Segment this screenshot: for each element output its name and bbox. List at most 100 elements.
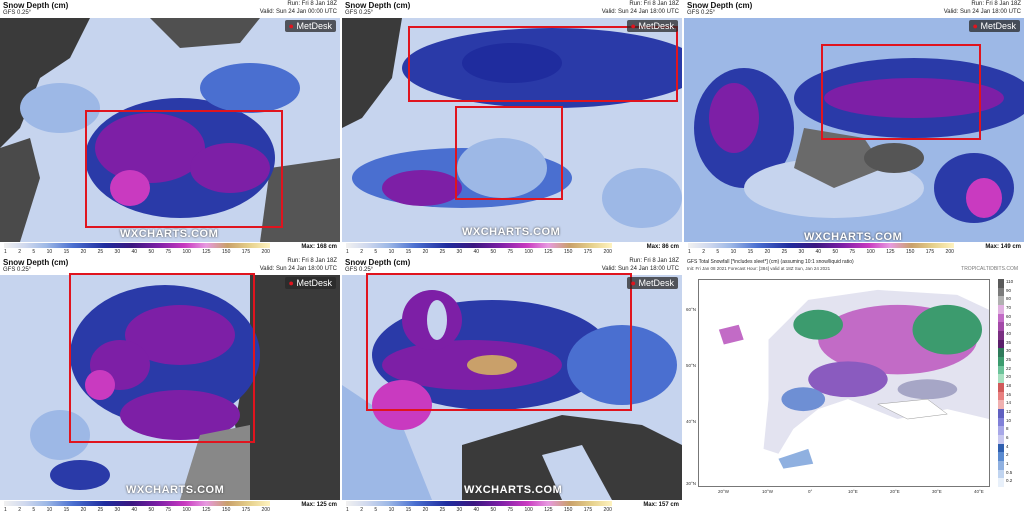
legend-label: 30 [1006, 348, 1012, 354]
colorbar-tick: 30 [114, 249, 121, 255]
colorbar: 1 2 5 10 15 20 25 30 40 50 75 100 125 150 175 200 Max: … [342, 242, 682, 256]
colorbar-tick: 20 [80, 249, 87, 255]
map-graphic [0, 18, 340, 242]
snowfall-map [698, 279, 990, 487]
legend-label: 50 [1006, 322, 1012, 328]
colorbar: 1 2 5 10 15 20 25 30 40 50 75 100 125 150 175 200 Max: … [0, 242, 340, 256]
max-value: Max: 157 cm [643, 502, 679, 508]
colorbar-tick: 30 [456, 507, 463, 513]
legend-label: 35 [1006, 339, 1012, 345]
lon-label: 10°W [762, 489, 774, 494]
colorbar-tick: 175 [241, 507, 251, 513]
panel-run: Run: Fri 8 Jan 18Z [287, 1, 337, 7]
colorbar-tick: 75 [165, 507, 172, 513]
legend-swatch [998, 443, 1004, 453]
colorbar-tick: 1 [346, 507, 349, 513]
legend-label: 20 [1006, 374, 1012, 380]
colorbar-tick: 125 [886, 249, 895, 255]
colorbar-tick: 175 [583, 507, 593, 513]
panel-header: Snow Depth (cm) GFS 0.25° Run: Fri 8 Jan… [0, 257, 340, 275]
colorbar-tick: 200 [603, 507, 612, 513]
colorbar-tick: 175 [925, 249, 935, 255]
wxcharts-watermark: WXCHARTS.COM [120, 228, 219, 240]
lon-label: 0° [808, 489, 813, 494]
legend-label: 8 [1006, 426, 1009, 432]
colorbar-tick: 150 [564, 507, 573, 513]
legend-swatch [998, 357, 1004, 367]
colorbar-tick: 25 [97, 249, 104, 255]
legend-swatch [998, 435, 1004, 445]
snow-depth-map [684, 18, 1024, 242]
legend-swatch [998, 478, 1004, 488]
colorbar-tick: 5 [716, 249, 720, 255]
legend-label: 90 [1006, 287, 1012, 293]
panel-header: Snow Depth (cm) GFS 0.25° Run: Fri 8 Jan… [684, 0, 1024, 18]
brand-label: TROPICALTIDBITS.COM [961, 266, 1018, 272]
legend-swatch [998, 287, 1004, 297]
map-graphic [684, 18, 1024, 242]
legend-label: 110 [1006, 279, 1014, 284]
lat-label: 40°N [686, 419, 697, 424]
metdesk-logo: ● MetDesk [284, 20, 336, 32]
legend-label: 40 [1006, 331, 1012, 336]
colorbar-tick: 50 [832, 249, 839, 255]
colorbar-tick: 125 [202, 507, 211, 513]
highlight-box [455, 106, 563, 200]
colorbar-gradient [346, 501, 612, 506]
panel-title: Snow Depth (cm) [687, 1, 753, 10]
colorbar-tick: 125 [544, 249, 553, 255]
highlight-box [85, 110, 283, 228]
highlight-box [366, 273, 632, 411]
legend-label: 12 [1006, 409, 1012, 414]
lat-label: 50°N [686, 363, 697, 368]
colorbar-tick: 1 [688, 249, 691, 255]
wxcharts-watermark: WXCHARTS.COM [804, 231, 903, 243]
colorbar-tick: 125 [202, 249, 211, 255]
panel-title: Snow Depth (cm) [3, 1, 69, 10]
colorbar-tick: 2 [18, 507, 21, 513]
snow-depth-map [342, 275, 682, 500]
colorbar-ticks: 1 2 5 10 15 20 25 30 40 50 75 100 125 150 175 200 [4, 249, 270, 256]
panel-valid: Valid: Sun 24 Jan 18:00 UTC [601, 266, 679, 272]
wxcharts-watermark: WXCHARTS.COM [462, 226, 561, 238]
colorbar-ticks: 1 2 5 10 15 20 25 30 40 50 75 100 125 150 175 200 [4, 507, 270, 514]
colorbar-ticks: 1 2 5 10 15 20 25 30 40 50 75 100 125 150 175 200 [346, 507, 612, 514]
colorbar-ticks: 1 2 5 10 15 20 25 30 40 50 75 100 125 150 175 200 [688, 249, 954, 256]
colorbar-tick: 100 [524, 249, 533, 255]
colorbar-tick: 20 [422, 507, 429, 513]
colorbar-tick: 175 [241, 249, 251, 255]
colorbar-gradient [688, 243, 954, 248]
lon-label: 10°E [848, 489, 858, 494]
snow-depth-map [0, 18, 340, 242]
max-value: Max: 125 cm [301, 502, 337, 508]
legend-swatch [998, 383, 1004, 393]
colorbar-tick: 25 [97, 507, 104, 513]
colorbar-tick: 2 [18, 249, 21, 255]
colorbar-tick: 50 [148, 507, 155, 513]
legend-label: 4 [1006, 443, 1009, 449]
panel-header: Snow Depth (cm) GFS 0.25° Run: Fri 8 Jan… [342, 0, 682, 18]
colorbar-tick: 100 [182, 507, 191, 513]
legend-label: 22 [1006, 365, 1012, 371]
panel-run: Run: Fri 8 Jan 18Z [287, 258, 337, 264]
legend-label: 18 [1006, 383, 1012, 388]
panel-valid: Valid: Sun 24 Jan 18:00 UTC [601, 9, 679, 15]
colorbar-tick: 200 [261, 507, 270, 513]
colorbar-tick: 100 [524, 507, 533, 513]
map-graphic [342, 275, 682, 500]
legend-swatch [998, 452, 1004, 462]
colorbar-tick: 150 [222, 249, 231, 255]
colorbar-tick: 25 [439, 249, 446, 255]
legend-label: 60 [1006, 313, 1012, 319]
legend-swatch [998, 305, 1004, 315]
snow-depth-map [342, 18, 682, 242]
colorbar-gradient [4, 501, 270, 506]
colorbar-tick: 5 [32, 507, 36, 513]
colorbar-tick: 10 [46, 249, 53, 255]
map-graphic [699, 280, 989, 486]
colorbar-tick: 40 [473, 249, 480, 255]
panel-header: GFS Total Snowfall [*includes sleet*] (c… [684, 257, 1024, 279]
colorbar-tick: 50 [490, 249, 497, 255]
colorbar-tick: 175 [583, 249, 593, 255]
panel-title: GFS Total Snowfall [*includes sleet*] (c… [687, 259, 854, 265]
